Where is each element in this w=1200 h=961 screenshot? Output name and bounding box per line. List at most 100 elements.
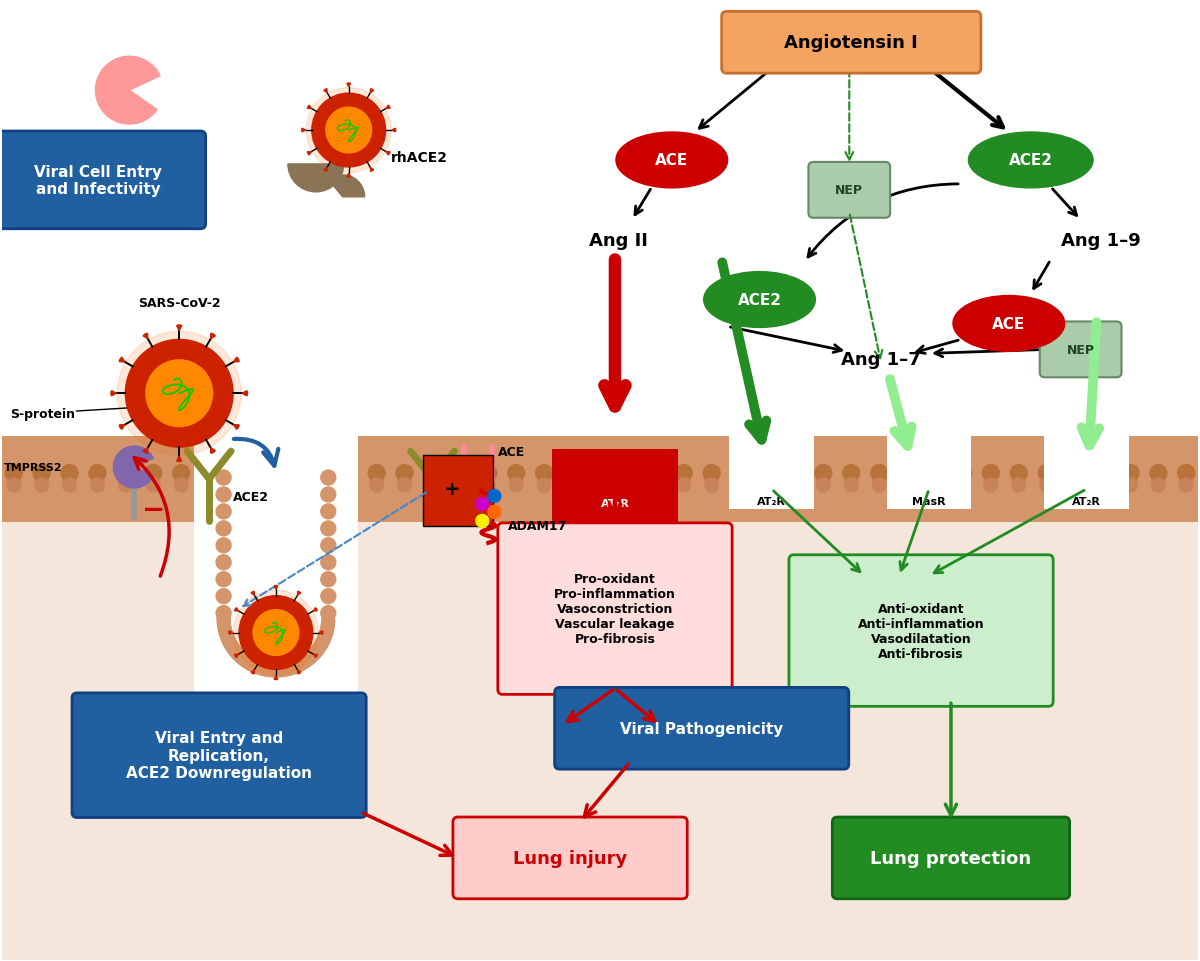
Wedge shape	[143, 448, 148, 454]
Circle shape	[298, 656, 310, 669]
Circle shape	[320, 487, 336, 503]
Circle shape	[217, 618, 230, 630]
Circle shape	[476, 498, 488, 511]
FancyBboxPatch shape	[422, 456, 493, 527]
Text: ACE2: ACE2	[233, 491, 269, 504]
Circle shape	[676, 465, 692, 482]
Circle shape	[312, 94, 385, 168]
Circle shape	[216, 606, 232, 621]
Text: TMPRSS2: TMPRSS2	[4, 462, 62, 473]
Circle shape	[760, 465, 776, 482]
Circle shape	[306, 88, 391, 173]
Circle shape	[488, 505, 500, 519]
Circle shape	[1150, 465, 1166, 482]
Circle shape	[216, 555, 232, 570]
Ellipse shape	[703, 272, 815, 328]
Wedge shape	[324, 89, 328, 93]
Wedge shape	[251, 670, 254, 674]
Wedge shape	[176, 456, 181, 462]
FancyBboxPatch shape	[730, 407, 814, 509]
Circle shape	[125, 340, 233, 448]
Text: Anti-oxidant
Anti-inflammation
Vasodilatation
Anti-fibrosis: Anti-oxidant Anti-inflammation Vasodilat…	[858, 602, 984, 660]
Circle shape	[341, 465, 358, 482]
Circle shape	[224, 638, 238, 652]
Circle shape	[314, 638, 328, 652]
Circle shape	[480, 465, 497, 482]
Circle shape	[424, 465, 440, 482]
Circle shape	[488, 490, 500, 503]
Circle shape	[1068, 479, 1081, 492]
Circle shape	[116, 465, 134, 482]
Circle shape	[677, 479, 691, 492]
Wedge shape	[211, 334, 215, 339]
Circle shape	[200, 465, 217, 482]
Circle shape	[649, 479, 662, 492]
Text: −: −	[142, 496, 164, 524]
Circle shape	[983, 465, 1000, 482]
Circle shape	[314, 479, 328, 492]
Wedge shape	[386, 153, 390, 156]
Circle shape	[320, 589, 336, 604]
Circle shape	[320, 471, 336, 485]
Wedge shape	[114, 447, 154, 488]
Circle shape	[788, 479, 803, 492]
Text: S-protein: S-protein	[10, 407, 74, 420]
Circle shape	[397, 479, 412, 492]
Circle shape	[310, 646, 323, 658]
Circle shape	[280, 663, 292, 677]
Circle shape	[230, 648, 244, 660]
Circle shape	[217, 612, 230, 625]
Circle shape	[287, 661, 300, 674]
Circle shape	[320, 555, 336, 570]
Wedge shape	[319, 631, 323, 634]
Text: MasR: MasR	[912, 497, 946, 506]
FancyBboxPatch shape	[833, 817, 1069, 899]
Circle shape	[1152, 479, 1165, 492]
Circle shape	[202, 479, 216, 492]
Wedge shape	[110, 391, 116, 397]
Circle shape	[326, 108, 372, 154]
Circle shape	[257, 465, 274, 482]
Ellipse shape	[968, 133, 1093, 188]
Wedge shape	[96, 57, 160, 125]
Circle shape	[396, 465, 413, 482]
FancyBboxPatch shape	[552, 450, 678, 557]
Text: rhACE2: rhACE2	[391, 151, 448, 164]
Wedge shape	[119, 357, 125, 362]
FancyBboxPatch shape	[809, 162, 890, 218]
Text: ACE: ACE	[498, 445, 526, 458]
Circle shape	[284, 662, 298, 675]
Circle shape	[320, 606, 336, 621]
Circle shape	[268, 664, 281, 678]
Circle shape	[235, 652, 248, 664]
Circle shape	[320, 505, 336, 519]
Wedge shape	[371, 89, 373, 93]
Wedge shape	[235, 608, 239, 611]
FancyBboxPatch shape	[0, 132, 205, 230]
Text: AT₂R: AT₂R	[757, 497, 786, 506]
Circle shape	[426, 479, 439, 492]
Circle shape	[535, 465, 553, 482]
Text: Viral Cell Entry
and Infectivity: Viral Cell Entry and Infectivity	[35, 164, 162, 197]
Circle shape	[265, 664, 278, 678]
Wedge shape	[371, 168, 373, 172]
Circle shape	[899, 465, 916, 482]
Circle shape	[145, 465, 162, 482]
Circle shape	[342, 479, 355, 492]
Circle shape	[926, 465, 943, 482]
Circle shape	[174, 479, 188, 492]
Wedge shape	[242, 391, 247, 397]
FancyBboxPatch shape	[887, 407, 972, 509]
Circle shape	[538, 479, 551, 492]
Circle shape	[954, 465, 972, 482]
Wedge shape	[347, 174, 350, 178]
Circle shape	[322, 615, 335, 628]
Circle shape	[259, 663, 272, 677]
Wedge shape	[324, 168, 328, 172]
Circle shape	[295, 657, 307, 671]
Circle shape	[845, 479, 858, 492]
Circle shape	[226, 641, 239, 653]
Circle shape	[815, 465, 832, 482]
Circle shape	[276, 664, 289, 677]
Circle shape	[5, 465, 22, 482]
